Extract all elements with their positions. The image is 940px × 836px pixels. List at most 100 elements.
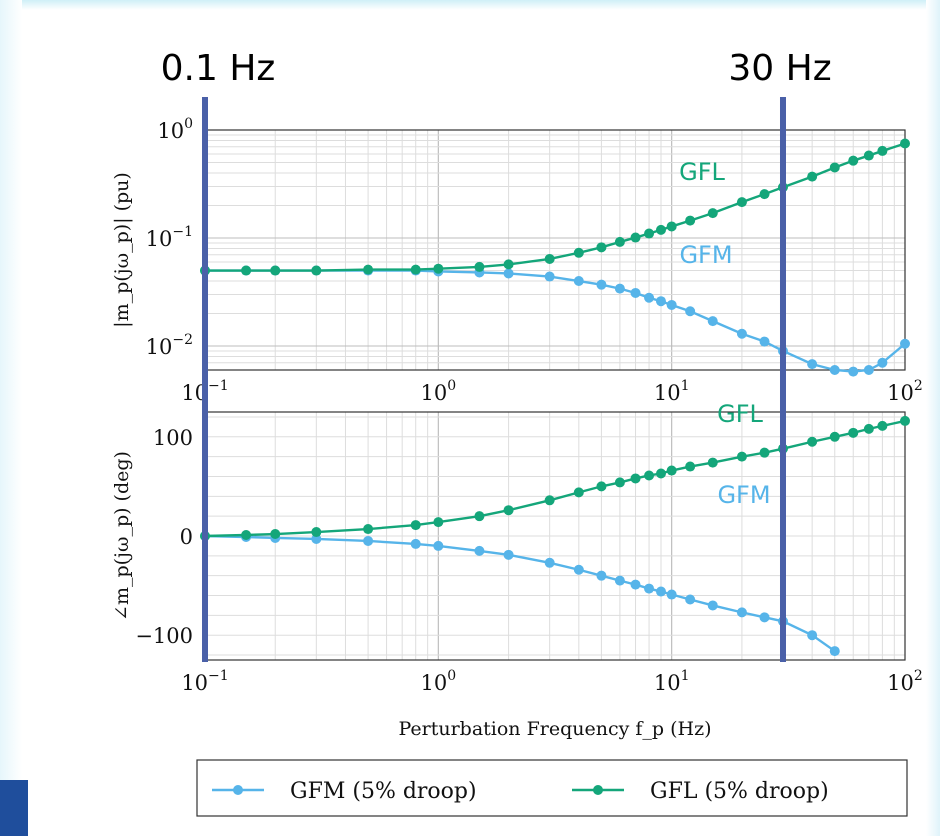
x-tick-label: 100 (421, 378, 457, 405)
gfl-point (614, 236, 625, 247)
gfm-point (614, 283, 625, 294)
x-tick-label: 102 (887, 378, 923, 405)
gfm-point (848, 366, 859, 377)
gfl-point (877, 420, 888, 431)
gfl-point (270, 529, 281, 540)
gfm-point (807, 359, 818, 370)
legend: GFM (5% droop) GFL (5% droop) (196, 759, 908, 817)
gfm-point (759, 336, 770, 347)
y-tick-label: 0 (180, 525, 193, 549)
gfl-point (707, 208, 718, 219)
gfl-point (759, 447, 770, 458)
gfl-point (807, 171, 818, 182)
gfl-point (848, 155, 859, 166)
gfm-point (736, 607, 747, 618)
gfm-point (596, 570, 607, 581)
gfl-point (241, 530, 252, 541)
gfl-point (630, 232, 641, 243)
gfl-line (205, 142, 906, 272)
gfm-point (666, 299, 677, 310)
y-tick-label: −100 (135, 624, 193, 648)
y-tick-label: 10−2 (146, 332, 193, 359)
gfl-point (848, 427, 859, 438)
gfl-point (630, 473, 641, 484)
gfm-point (596, 279, 607, 290)
gfm-annotation: GFM (717, 481, 770, 509)
legend-gfm-marker (233, 785, 243, 795)
gfl-point (829, 162, 840, 173)
gfm-point (503, 268, 514, 279)
gfl-point (410, 264, 421, 275)
y-tick-label: 100 (157, 116, 193, 143)
gfl-annotation: GFL (679, 158, 725, 186)
gfl-point (503, 505, 514, 516)
gfm-point (863, 365, 874, 375)
gfm-point (807, 630, 818, 641)
x-axis-label: Perturbation Frequency f_p (Hz) (398, 718, 711, 740)
gfm-point (707, 600, 718, 611)
gfm-point (666, 589, 677, 600)
right-border (926, 0, 940, 836)
x-tick-label: 102 (887, 668, 923, 695)
gfl-point (644, 228, 655, 239)
gfl-point (544, 495, 555, 506)
gfl-point (311, 265, 322, 276)
gfl-point (474, 511, 485, 522)
gfm-point (829, 646, 840, 657)
x-tick-label: 10−1 (181, 668, 228, 695)
x-tick-label: 101 (654, 378, 690, 405)
gfm-point (614, 575, 625, 586)
gfm-point (474, 545, 485, 556)
gfm-point (736, 328, 747, 339)
gfm-point (410, 538, 421, 549)
gfm-point (544, 557, 555, 568)
gfl-point (474, 261, 485, 272)
gfm-point (630, 287, 641, 298)
gfl-point (666, 221, 677, 232)
gfm-point (503, 549, 514, 560)
gfl-point (900, 138, 910, 149)
gfl-point (544, 253, 555, 264)
gfm-point (685, 594, 696, 605)
gfl-point (410, 520, 421, 531)
y-axis-label: |m_p(jω_p)| (pu) (111, 172, 133, 328)
gfl-point (877, 145, 888, 156)
gfl-point (655, 224, 666, 235)
gfm-point (544, 271, 555, 282)
gfm-point (644, 292, 655, 303)
gfl-line (204, 419, 906, 538)
gfm-point (877, 357, 888, 368)
legend-gfm-label: GFM (5% droop) (290, 779, 477, 804)
gfl-point (573, 247, 584, 258)
gfm-point (655, 586, 666, 597)
gfm-point (759, 612, 770, 623)
frequency-marker-label: 30 Hz (728, 48, 831, 89)
marker-overlay: 0.1 Hz 30 Hz (161, 48, 832, 662)
gfl-point (270, 265, 281, 276)
gfm-point (644, 583, 655, 594)
gfl-point (573, 487, 584, 498)
gfm-point (363, 535, 374, 546)
phase-panel: 10−1 100 101 102 100 0 −100∠m_p(jω_p) (deg) GFL… (111, 400, 923, 740)
y-tick-label: 10−1 (146, 224, 193, 251)
top-border (0, 0, 940, 10)
left-border (0, 0, 22, 780)
gfl-point (707, 457, 718, 468)
gfm-annotation: GFM (679, 241, 732, 269)
legend-box (196, 759, 908, 817)
gfl-point (666, 465, 677, 476)
gfl-point (685, 215, 696, 226)
legend-gfl-marker (593, 785, 603, 795)
gfl-point (863, 150, 874, 161)
gfl-point (829, 431, 840, 442)
gfm-point (573, 276, 584, 287)
gfl-point (736, 197, 747, 208)
gfl-point (596, 242, 607, 253)
gfl-point (655, 468, 666, 479)
frequency-marker-label: 0.1 Hz (161, 48, 276, 89)
y-axis-label: ∠m_p(jω_p) (deg) (111, 451, 133, 621)
gfl-point (759, 189, 770, 200)
plot-area (205, 130, 905, 370)
